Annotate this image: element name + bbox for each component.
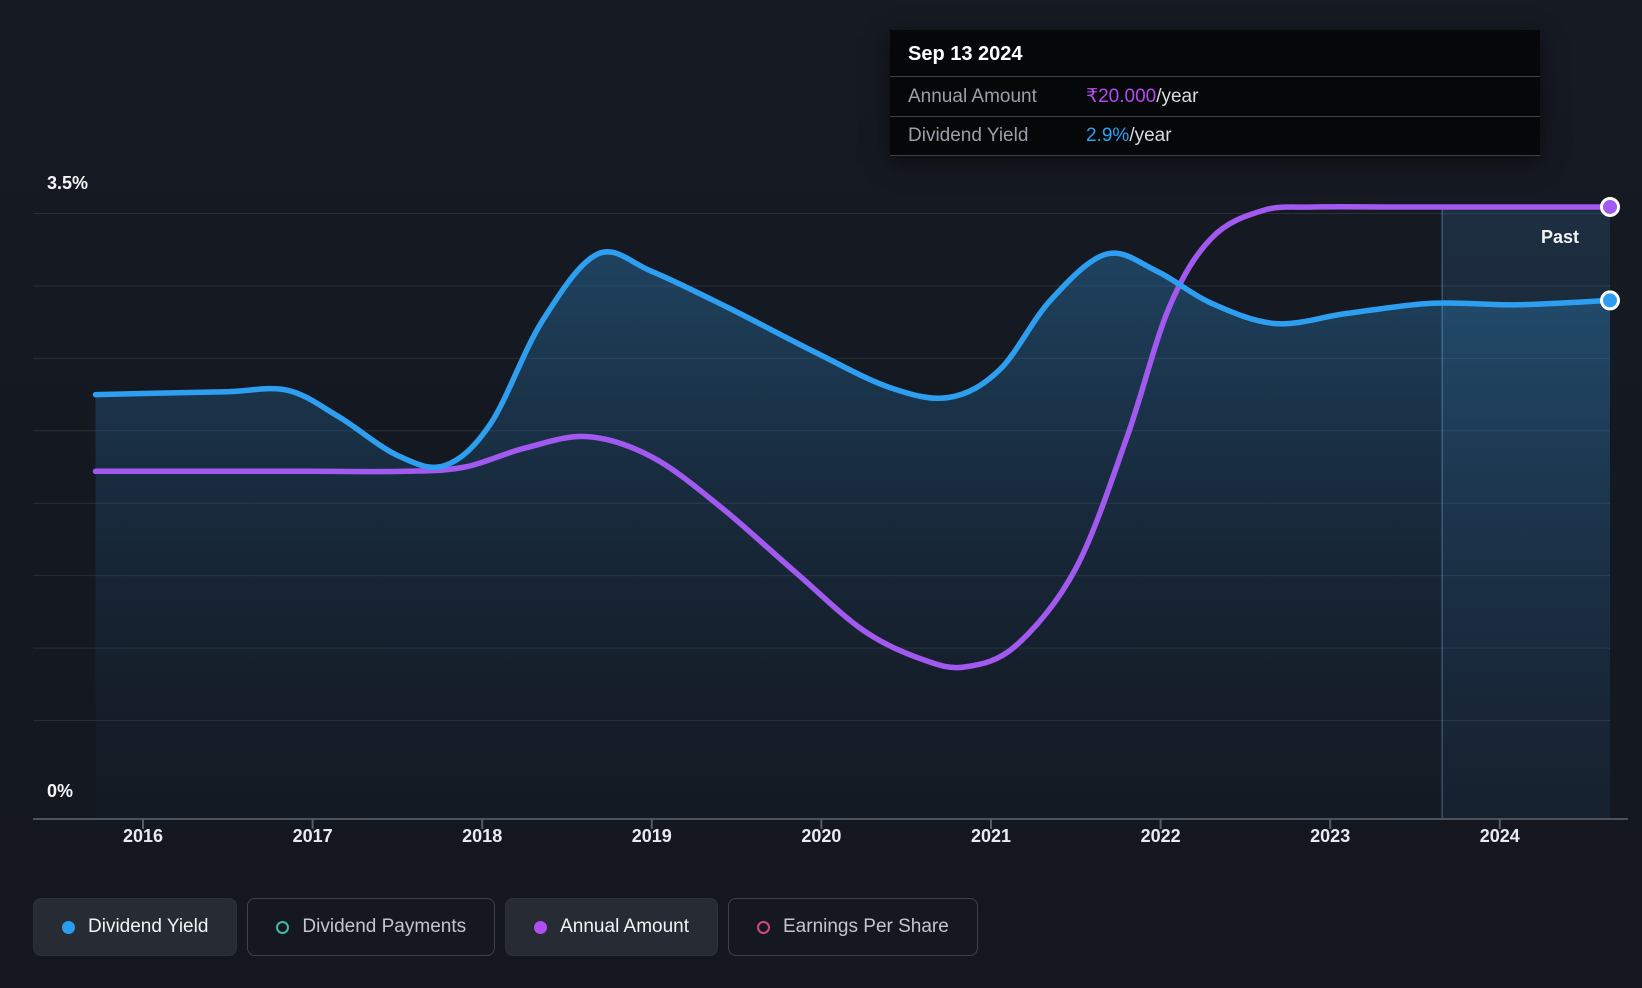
x-axis-label-2016: 2016 (122, 826, 164, 846)
annual-amount-marker-icon (534, 920, 548, 934)
tooltip-value: 2.9%/year (1086, 125, 1172, 146)
dividend-yield-end-marker (1600, 290, 1620, 311)
tooltip-row-dividend-yield: Dividend Yield 2.9%/year (890, 117, 1540, 156)
x-axis-label-2017: 2017 (292, 826, 333, 846)
legend-button-annual-amount[interactable]: Annual Amount (505, 898, 718, 956)
dividend-payments-marker-icon (276, 920, 290, 934)
dividend-yield-line (92, 249, 1613, 471)
tooltip-label: Dividend Yield (908, 125, 1029, 146)
tooltip-label: Annual Amount (908, 85, 1037, 107)
annual-amount-line (92, 203, 1613, 671)
legend-button-earnings-per-share[interactable]: Earnings Per Share (728, 898, 978, 956)
y-axis-zero-label: 0% (47, 781, 74, 801)
legend-button-dividend-payments[interactable]: Dividend Payments (247, 898, 496, 956)
legend-label: Dividend Payments (302, 916, 467, 937)
annual-amount-end-marker (1600, 196, 1620, 217)
x-axis-label-2019: 2019 (631, 826, 672, 846)
tooltip-date: Sep 13 2024 (890, 30, 1540, 77)
earnings-per-share-marker-icon (757, 920, 770, 934)
x-axis-label-2024: 2024 (1479, 826, 1520, 846)
x-axis-label-2021: 2021 (970, 826, 1012, 846)
x-axis-label-2023: 2023 (1310, 826, 1351, 846)
tooltip-row-annual-amount: Annual Amount ₹20.000/year (890, 77, 1540, 117)
x-axis-label-2020: 2020 (801, 826, 842, 846)
x-axis-label-2018: 2018 (462, 826, 503, 846)
legend-label: Earnings Per Share (783, 916, 949, 937)
legend-label: Annual Amount (560, 916, 689, 937)
dividend-yield-marker-icon (62, 920, 75, 934)
x-axis-label-2022: 2022 (1140, 826, 1181, 846)
chart-legend: Dividend Yield Dividend Payments Annual Am… (33, 898, 978, 956)
tooltip-value: ₹20.000/year (1086, 86, 1199, 107)
past-year-band (1442, 209, 1610, 818)
chart-tooltip: Sep 13 2024 Annual Amount ₹20.000/year D… (890, 30, 1540, 156)
dividend-yield-area (95, 251, 1610, 819)
legend-button-dividend-yield[interactable]: Dividend Yield (33, 898, 238, 956)
past-region-label: Past (1541, 227, 1580, 247)
legend-label: Dividend Yield (88, 916, 209, 937)
y-axis-max-label: 3.5% (47, 173, 89, 193)
